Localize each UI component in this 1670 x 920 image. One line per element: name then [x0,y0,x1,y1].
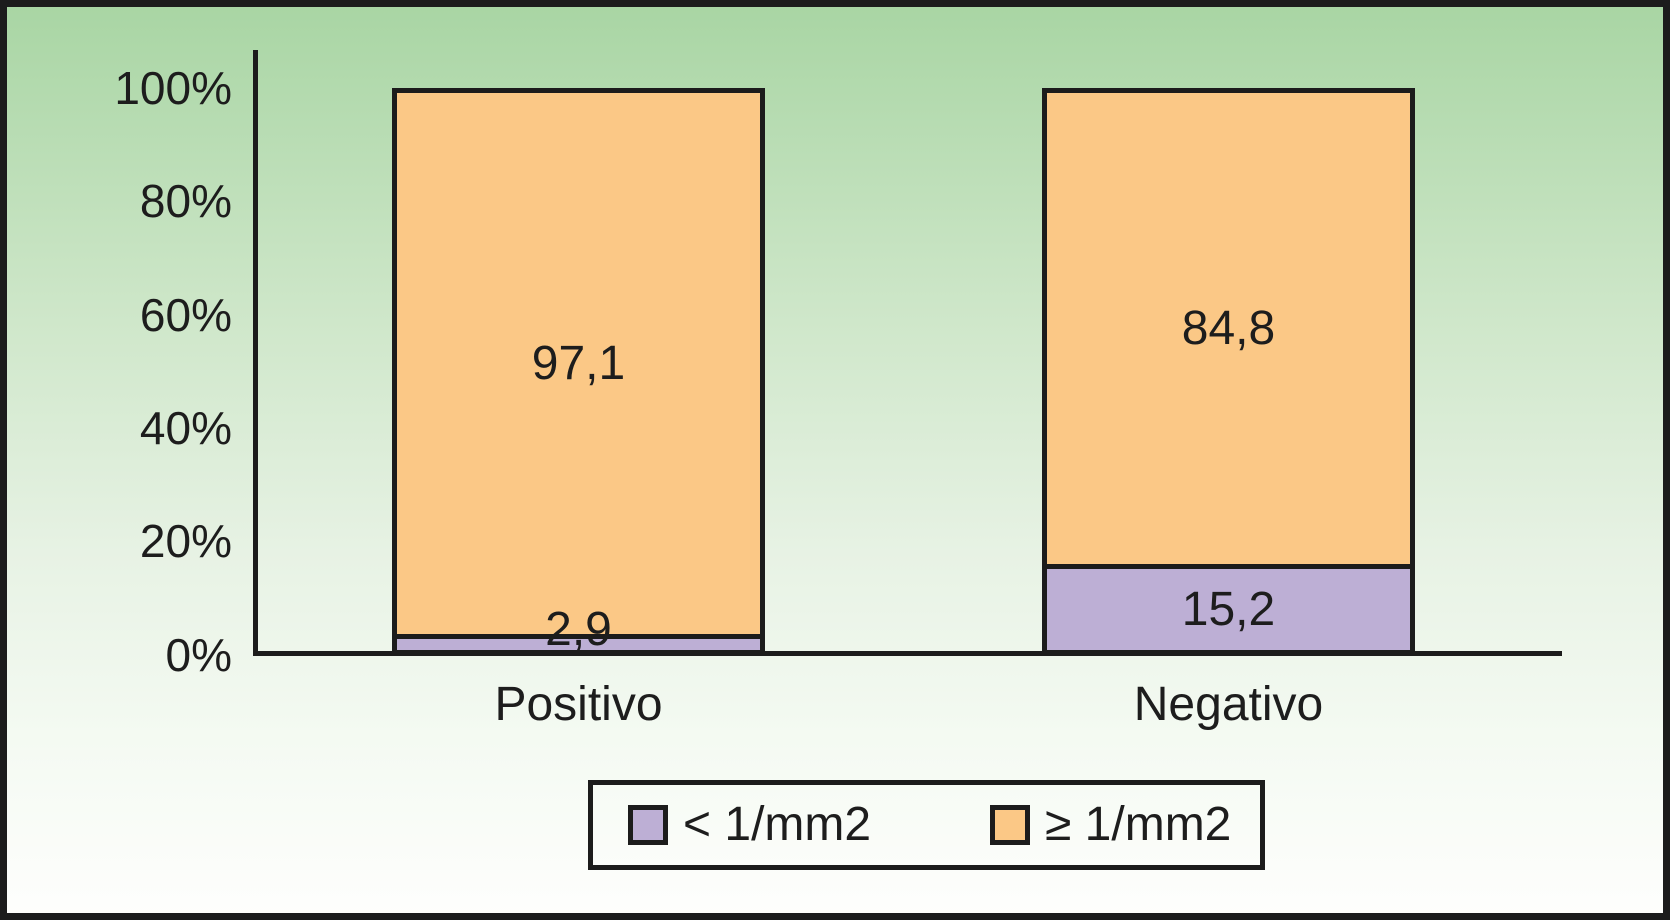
bar-negativo: 84,8 15,2 [1042,88,1415,655]
x-category-label-negativo: Negativo [1133,678,1324,731]
y-tick-label-60: 60% [139,289,232,341]
y-tick-label-20: 20% [139,515,232,567]
legend-swatch-orange [990,805,1030,845]
y-tick-label-0: 0% [165,629,232,681]
legend-item-lt1mm2: < 1/mm2 [628,785,871,865]
legend-label: < 1/mm2 [683,798,872,851]
legend-swatch-purple [628,805,668,845]
y-axis-line [253,50,258,656]
legend-box: < 1/mm2 ≥ 1/mm2 [588,780,1265,870]
value-label: 15,2 [1181,582,1276,636]
value-label: 2,9 [545,602,612,656]
bar-positivo: 97,1 2,9 [392,88,765,655]
value-label: 84,8 [1181,301,1276,355]
value-label: 97,1 [531,336,626,390]
bar-positivo-segment-ge1mm2: 97,1 [392,88,765,639]
y-tick-label-100: 100% [114,62,232,114]
y-tick-label-40: 40% [139,402,232,454]
x-category-label-positivo: Positivo [494,678,663,731]
bar-negativo-segment-lt1mm2: 15,2 [1042,569,1415,655]
legend-item-ge1mm2: ≥ 1/mm2 [990,785,1231,865]
bar-negativo-segment-ge1mm2: 84,8 [1042,88,1415,569]
legend-label: ≥ 1/mm2 [1045,798,1232,851]
y-tick-label-80: 80% [139,175,232,227]
bar-positivo-segment-lt1mm2: 2,9 [392,605,765,655]
x-axis-line [253,651,1562,656]
